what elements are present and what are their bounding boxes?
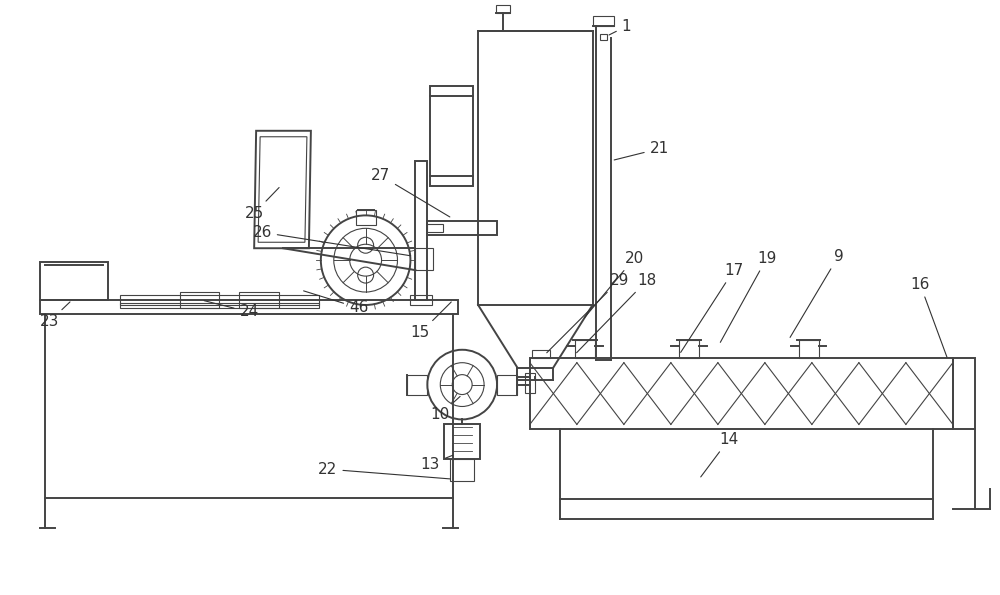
- Bar: [450, 459, 474, 481]
- Text: 22: 22: [318, 462, 450, 479]
- Bar: [525, 372, 535, 393]
- Bar: [478, 32, 593, 305]
- Bar: [600, 35, 607, 40]
- Bar: [679, 340, 699, 358]
- Bar: [356, 211, 376, 226]
- Text: 27: 27: [371, 168, 450, 217]
- Text: 25: 25: [245, 187, 279, 221]
- Bar: [799, 340, 819, 358]
- Bar: [530, 358, 953, 430]
- Text: 1: 1: [609, 19, 631, 35]
- Text: 9: 9: [790, 249, 843, 337]
- Bar: [120, 295, 319, 305]
- Bar: [40, 262, 108, 300]
- Bar: [40, 300, 458, 314]
- Bar: [415, 161, 427, 300]
- Bar: [410, 295, 432, 305]
- Text: 10: 10: [431, 396, 460, 422]
- Text: 16: 16: [910, 277, 947, 357]
- Bar: [120, 303, 319, 308]
- Bar: [180, 292, 219, 308]
- Text: 18: 18: [577, 273, 657, 353]
- Bar: [497, 375, 517, 394]
- Bar: [953, 358, 975, 430]
- Text: 29: 29: [547, 273, 629, 353]
- Text: 46: 46: [304, 291, 368, 315]
- Text: 13: 13: [421, 455, 453, 472]
- Text: 21: 21: [614, 141, 669, 160]
- Bar: [427, 221, 497, 235]
- Bar: [239, 292, 279, 308]
- Bar: [430, 86, 473, 186]
- Bar: [496, 5, 510, 13]
- Text: 19: 19: [720, 250, 776, 342]
- Text: 17: 17: [681, 262, 744, 352]
- Text: 20: 20: [584, 250, 644, 318]
- Text: 24: 24: [204, 300, 259, 320]
- Text: 26: 26: [252, 225, 411, 256]
- Bar: [415, 248, 433, 270]
- Bar: [407, 375, 427, 394]
- Bar: [575, 340, 595, 358]
- Bar: [593, 16, 614, 26]
- Text: 14: 14: [701, 432, 739, 477]
- Bar: [444, 424, 480, 459]
- Text: 23: 23: [39, 302, 70, 330]
- Bar: [427, 224, 443, 232]
- Text: 15: 15: [411, 302, 451, 340]
- Bar: [532, 350, 550, 358]
